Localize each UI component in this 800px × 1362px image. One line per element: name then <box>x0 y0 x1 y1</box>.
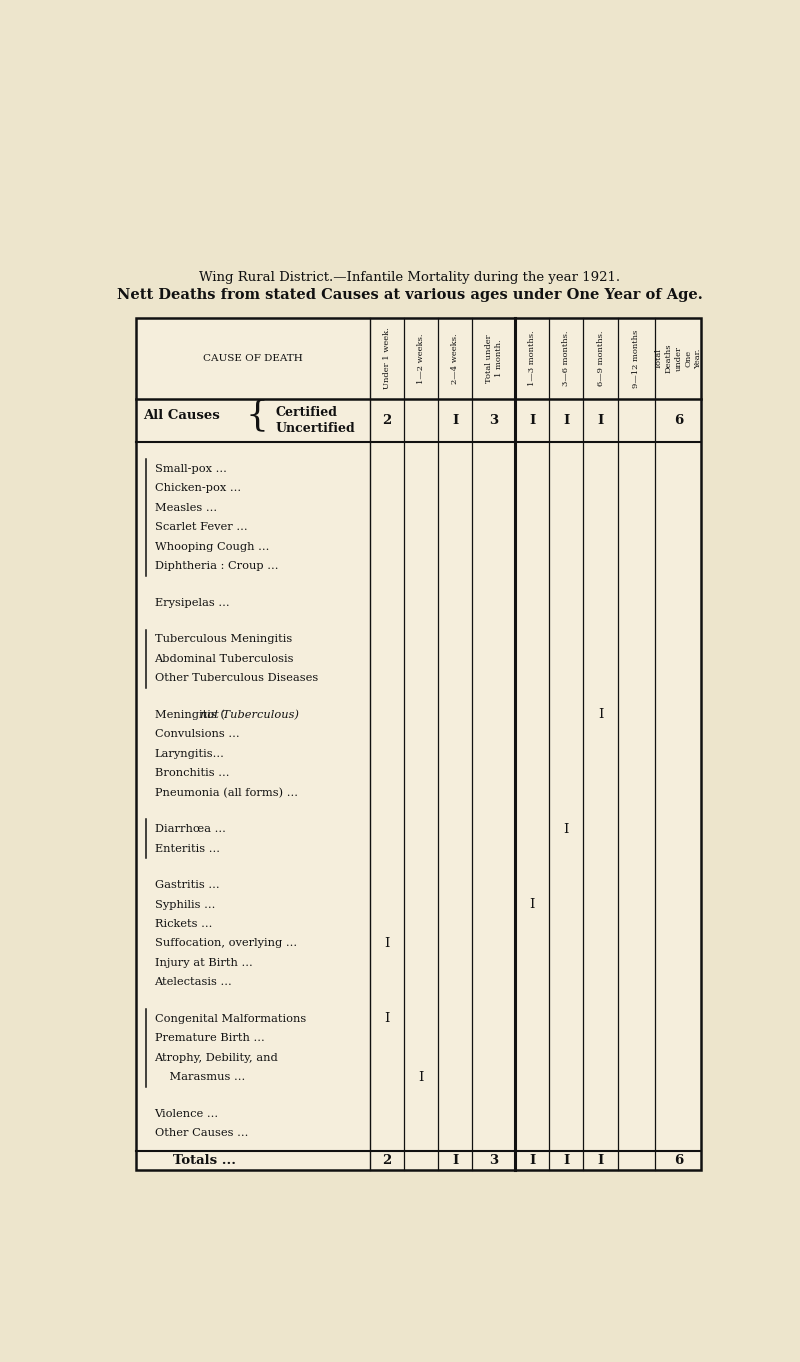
Text: I: I <box>384 937 390 949</box>
Text: 6: 6 <box>674 414 683 428</box>
Text: Nett Deaths from stated Causes at various ages under One Year of Age.: Nett Deaths from stated Causes at variou… <box>117 287 703 302</box>
Bar <box>136 317 702 1170</box>
Text: Measles ...: Measles ... <box>154 503 217 513</box>
Text: I: I <box>564 823 569 836</box>
Text: Enteritis ...: Enteritis ... <box>154 843 219 854</box>
Text: I: I <box>598 414 604 428</box>
Text: Under 1 week.: Under 1 week. <box>382 328 390 390</box>
Text: 3—6 months.: 3—6 months. <box>562 331 570 387</box>
Text: Meningitis (: Meningitis ( <box>154 710 225 720</box>
Text: Diarrhœa ...: Diarrhœa ... <box>154 824 226 834</box>
Text: 6: 6 <box>674 1154 683 1167</box>
Text: 2—4 weeks.: 2—4 weeks. <box>451 334 459 384</box>
Text: Erysipelas ...: Erysipelas ... <box>154 598 229 607</box>
Text: Injury at Birth ...: Injury at Birth ... <box>154 957 252 968</box>
Text: {: { <box>246 399 268 433</box>
Text: I: I <box>563 414 570 428</box>
Text: Atelectasis ...: Atelectasis ... <box>154 978 232 987</box>
Text: Tuberculous Meningitis: Tuberculous Meningitis <box>154 635 292 644</box>
Text: not Tuberculous): not Tuberculous) <box>200 710 299 720</box>
Text: Bronchitis ...: Bronchitis ... <box>154 768 229 778</box>
Text: 1—3 months.: 1—3 months. <box>528 331 536 387</box>
Text: All Causes: All Causes <box>143 409 220 422</box>
Text: 6—9 months.: 6—9 months. <box>597 331 605 387</box>
Text: 2: 2 <box>382 414 391 428</box>
Text: Total under
1 month.: Total under 1 month. <box>485 334 502 383</box>
Text: Abdominal Tuberculosis: Abdominal Tuberculosis <box>154 654 294 663</box>
Text: 2: 2 <box>382 1154 391 1167</box>
Bar <box>136 317 702 1170</box>
Text: Wing Rural District.—Infantile Mortality during the year 1921.: Wing Rural District.—Infantile Mortality… <box>199 271 621 285</box>
Text: I: I <box>529 414 535 428</box>
Text: I: I <box>563 1154 570 1167</box>
Text: I: I <box>452 414 458 428</box>
Text: I: I <box>529 1154 535 1167</box>
Text: I: I <box>598 708 603 722</box>
Text: CAUSE OF DEATH: CAUSE OF DEATH <box>203 354 302 364</box>
Text: I: I <box>530 898 535 911</box>
Text: I: I <box>598 1154 604 1167</box>
Text: Rickets ...: Rickets ... <box>154 919 212 929</box>
Text: Totals ...: Totals ... <box>173 1154 236 1167</box>
Text: Other Causes ...: Other Causes ... <box>154 1128 248 1139</box>
Text: Suffocation, overlying ...: Suffocation, overlying ... <box>154 938 297 948</box>
Text: 1—2 weeks.: 1—2 weeks. <box>417 334 425 384</box>
Text: Total
Deaths
under
One
Year.: Total Deaths under One Year. <box>654 343 702 373</box>
Text: Violence ...: Violence ... <box>154 1109 218 1118</box>
Text: I: I <box>452 1154 458 1167</box>
Text: Pneumonia (all forms) ...: Pneumonia (all forms) ... <box>154 787 298 798</box>
Text: Small-pox ...: Small-pox ... <box>154 464 226 474</box>
Text: Diphtheria : Croup ...: Diphtheria : Croup ... <box>154 561 278 572</box>
Text: Gastritis ...: Gastritis ... <box>154 880 219 889</box>
Text: Certified: Certified <box>275 406 338 418</box>
Text: Laryngitis...: Laryngitis... <box>154 749 225 759</box>
Text: 3: 3 <box>489 1154 498 1167</box>
Text: Marasmus ...: Marasmus ... <box>154 1072 245 1083</box>
Text: 9—12 months: 9—12 months <box>633 330 641 388</box>
Text: Scarlet Fever ...: Scarlet Fever ... <box>154 523 247 533</box>
Text: Atrophy, Debility, and: Atrophy, Debility, and <box>154 1053 278 1062</box>
Text: Whooping Cough ...: Whooping Cough ... <box>154 542 269 552</box>
Text: Syphilis ...: Syphilis ... <box>154 899 215 910</box>
Text: Chicken-pox ...: Chicken-pox ... <box>154 484 241 493</box>
Text: Uncertified: Uncertified <box>275 422 355 434</box>
Text: I: I <box>418 1071 424 1084</box>
Text: Other Tuberculous Diseases: Other Tuberculous Diseases <box>154 673 318 684</box>
Text: 3: 3 <box>489 414 498 428</box>
Text: Congenital Malformations: Congenital Malformations <box>154 1013 306 1024</box>
Text: Convulsions ...: Convulsions ... <box>154 729 239 740</box>
Text: I: I <box>384 1012 390 1026</box>
Text: Premature Birth ...: Premature Birth ... <box>154 1034 264 1043</box>
